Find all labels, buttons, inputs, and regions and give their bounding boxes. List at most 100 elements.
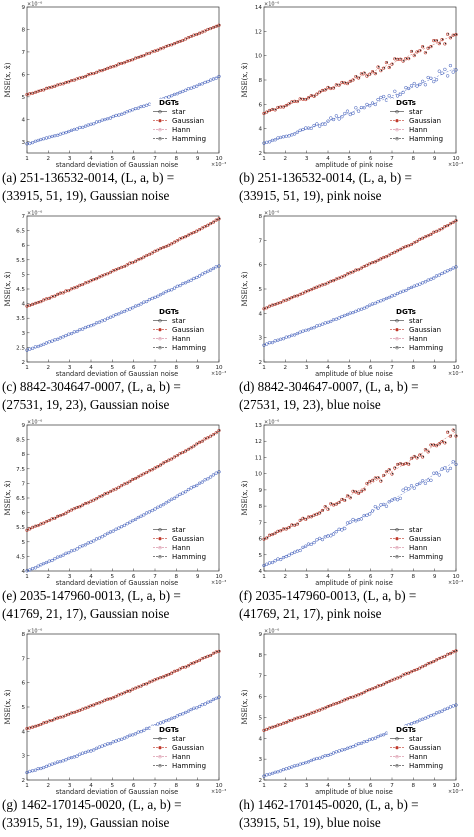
y-tick-label: 9	[258, 632, 262, 638]
data-point	[414, 455, 416, 457]
x-tick-label: 1	[262, 574, 266, 580]
data-point	[189, 486, 193, 490]
data-point	[376, 97, 380, 102]
data-point	[197, 31, 202, 35]
data-point	[345, 109, 350, 113]
data-point	[161, 46, 165, 50]
data-point	[309, 126, 313, 130]
y-tick-label: 2	[258, 778, 262, 784]
data-point	[290, 551, 294, 556]
data-point	[32, 726, 34, 728]
data-point	[297, 523, 299, 525]
data-point	[206, 27, 210, 31]
data-point	[100, 494, 104, 498]
data-point	[436, 39, 438, 42]
data-point	[428, 662, 430, 665]
data-point	[269, 726, 271, 729]
data-point	[370, 478, 375, 482]
legend-entry-star: star	[409, 735, 423, 743]
data-point	[441, 440, 444, 442]
data-point	[28, 726, 32, 730]
y-tick-label: 3	[21, 140, 25, 146]
data-point	[377, 476, 380, 479]
data-point	[192, 661, 196, 665]
data-point	[71, 287, 73, 290]
data-point	[340, 699, 344, 703]
data-point	[270, 560, 274, 565]
data-point	[156, 294, 160, 298]
data-point	[75, 754, 79, 758]
data-point	[266, 536, 269, 539]
x-axis-label: standard deviation of Gaussian noise	[56, 579, 178, 587]
data-point	[140, 55, 143, 57]
y-tick-label: 6	[21, 681, 25, 687]
data-point	[269, 305, 271, 307]
data-point	[185, 666, 187, 668]
data-point	[172, 496, 177, 500]
data-point	[437, 228, 441, 232]
data-point	[128, 58, 132, 63]
data-point	[153, 49, 157, 53]
y-axis-label: MSE(x, x̂)	[3, 689, 12, 724]
y-tick-label: 10	[255, 54, 263, 60]
data-point	[368, 479, 372, 484]
data-point	[295, 331, 300, 336]
x-exponent: ×10⁻³	[211, 580, 226, 586]
y-tick-label: 5	[258, 287, 262, 293]
data-point	[437, 656, 441, 660]
data-point	[311, 288, 313, 290]
data-point	[420, 717, 425, 721]
data-point	[409, 49, 414, 53]
x-tick-label: 5	[348, 783, 352, 789]
data-point	[122, 691, 126, 695]
data-point	[429, 277, 433, 281]
y-tick-label: 6	[258, 263, 262, 269]
data-point	[356, 109, 361, 113]
data-point	[150, 679, 154, 683]
legend-marker	[158, 337, 162, 341]
data-point	[454, 649, 458, 653]
data-point	[448, 466, 453, 471]
data-point	[82, 76, 84, 78]
legend-marker	[158, 128, 162, 132]
x-tick-label: 9	[433, 783, 437, 789]
data-point	[158, 675, 163, 680]
legend-box	[150, 98, 216, 150]
data-point	[426, 234, 430, 238]
data-point	[364, 691, 366, 693]
data-point	[382, 733, 386, 737]
data-point	[184, 449, 188, 453]
data-point	[83, 543, 88, 547]
data-point	[167, 499, 171, 503]
data-point	[200, 226, 204, 230]
data-point	[161, 291, 165, 295]
data-point	[358, 492, 360, 494]
x-axis-label: amplitude of blue noise	[315, 788, 393, 796]
x-tick-label: 5	[111, 156, 115, 162]
y-exponent: ×10⁻⁶	[27, 420, 42, 426]
legend-marker	[158, 737, 162, 741]
caption-line-1: (a) 251-136532-0014, (L, a, b) =	[2, 170, 175, 185]
data-point	[186, 233, 190, 237]
data-point	[94, 70, 99, 74]
data-point	[175, 40, 179, 44]
data-point	[182, 236, 185, 239]
data-point	[439, 442, 441, 445]
data-point	[382, 255, 386, 260]
data-point	[325, 505, 327, 507]
data-point	[409, 456, 414, 460]
data-point	[407, 86, 411, 91]
data-point	[393, 677, 397, 681]
data-point	[421, 236, 425, 240]
data-point	[72, 286, 76, 290]
data-point	[395, 249, 400, 253]
data-point	[411, 50, 413, 52]
data-point	[193, 34, 196, 36]
data-point	[195, 32, 199, 37]
data-point	[157, 49, 160, 51]
data-point	[94, 746, 99, 750]
x-exponent: ×10⁻³	[448, 371, 463, 377]
data-point	[218, 429, 221, 431]
data-point	[269, 534, 271, 536]
